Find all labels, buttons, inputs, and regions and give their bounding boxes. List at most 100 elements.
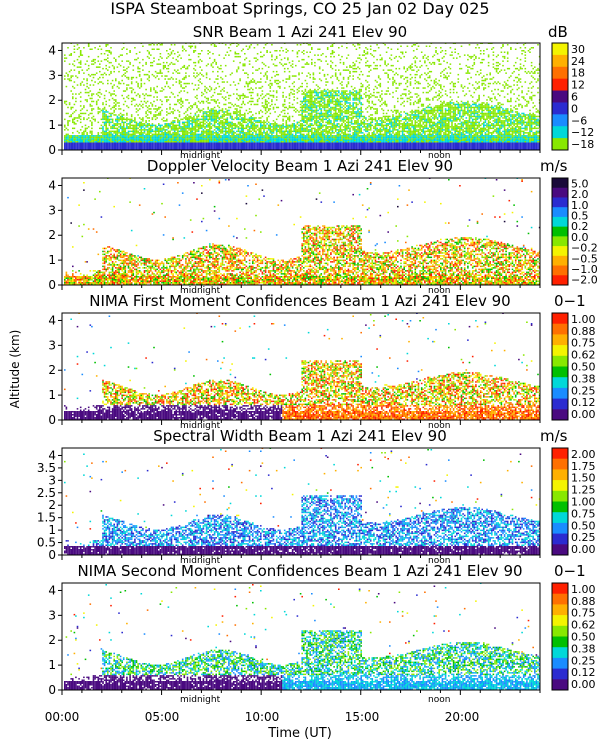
y-tick-label: 1	[48, 118, 56, 132]
colorbar-swatch	[552, 491, 568, 502]
colorbar-swatch	[552, 658, 568, 669]
colorbar-swatch	[552, 266, 568, 276]
colorbar-swatch	[552, 313, 568, 324]
noon-marker-label-3: noon	[428, 422, 450, 431]
y-tick-label: 3	[48, 473, 56, 487]
x-tick-label: 15:00	[332, 710, 392, 724]
x-tick-label: 20:00	[432, 710, 492, 724]
colorbar-swatch	[552, 138, 568, 150]
colorbar-swatch	[552, 523, 568, 534]
colorbar-swatch	[552, 334, 568, 345]
y-tick-label: 4	[48, 448, 56, 462]
y-tick-label: 0	[48, 278, 56, 292]
colorbar-swatch	[552, 469, 568, 480]
colorbar-swatch	[552, 399, 568, 410]
y-tick-label: 0	[48, 683, 56, 697]
x-tick-label: 00:00	[32, 710, 92, 724]
y-tick-label: 3	[48, 203, 56, 217]
colorbar-swatch	[552, 207, 568, 217]
heatmap-panel-0	[64, 43, 540, 151]
colorbar-swatch	[552, 679, 568, 690]
midnight-marker-label-4: midnight	[180, 557, 220, 566]
colorbar-tick-label: 0.00	[571, 543, 596, 556]
y-tick-label: 2	[48, 498, 56, 512]
heatmap-panel-3	[64, 448, 540, 556]
colorbar-swatch	[552, 102, 568, 114]
noon-marker-label-5: noon	[428, 696, 450, 705]
colorbar-swatch	[552, 637, 568, 648]
midnight-marker-label-1: midnight	[180, 152, 220, 161]
heatmap-panel-1	[64, 178, 540, 286]
colorbar-swatch	[552, 217, 568, 227]
y-tick-label: 0	[48, 143, 56, 157]
midnight-marker-label-2: midnight	[180, 287, 220, 296]
colorbar-swatch	[552, 604, 568, 615]
colorbar-swatch	[552, 43, 568, 55]
x-axis-label: Time (UT)	[0, 726, 600, 741]
colorbar-swatch	[552, 236, 568, 246]
colorbar-swatch	[552, 126, 568, 138]
x-tick-label: 10:00	[232, 710, 292, 724]
colorbar-swatch	[552, 367, 568, 378]
y-tick-label: 2	[48, 93, 56, 107]
colorbar-swatch	[552, 67, 568, 79]
y-tick-label: 3.5	[37, 461, 56, 475]
y-tick-label: 0	[48, 413, 56, 427]
x-tick-label: 05:00	[132, 710, 192, 724]
y-axis-label: Altitude (km)	[8, 324, 22, 414]
colorbar-swatch	[552, 188, 568, 198]
y-tick-label: 4	[48, 313, 56, 327]
colorbar-swatch	[552, 377, 568, 388]
colorbar-swatch	[552, 583, 568, 594]
y-tick-label: 4	[48, 583, 56, 597]
colorbar-swatch	[552, 594, 568, 605]
y-tick-label: 2	[48, 363, 56, 377]
colorbar-swatch	[552, 356, 568, 367]
colorbar-swatch	[552, 669, 568, 680]
midnight-marker-label-5: midnight	[180, 696, 220, 705]
colorbar-tick-label: −18	[571, 138, 594, 151]
colorbar-swatch	[552, 246, 568, 256]
noon-marker-label-4: noon	[428, 557, 450, 566]
y-tick-label: 1	[48, 253, 56, 267]
y-tick-label: 2	[48, 633, 56, 647]
colorbar-swatch	[552, 114, 568, 126]
y-tick-label: 3	[48, 338, 56, 352]
y-tick-label: 1	[48, 658, 56, 672]
y-tick-label: 4	[48, 178, 56, 192]
colorbar-swatch	[552, 409, 568, 420]
colorbar-swatch	[552, 324, 568, 335]
y-tick-label: 2.5	[37, 486, 56, 500]
colorbar-tick-label: −2.0	[571, 274, 598, 287]
colorbar-swatch	[552, 544, 568, 555]
noon-marker-label-1: noon	[428, 152, 450, 161]
colorbar-swatch	[552, 512, 568, 523]
y-tick-label: 3	[48, 608, 56, 622]
plot-frame-3	[62, 448, 540, 555]
colorbar-swatch	[552, 459, 568, 470]
y-tick-label: 0.5	[37, 536, 56, 550]
colorbar-swatch	[552, 91, 568, 103]
colorbar-swatch	[552, 227, 568, 237]
colorbar-swatch	[552, 345, 568, 356]
colorbar-swatch	[552, 448, 568, 459]
colorbar-swatch	[552, 647, 568, 658]
midnight-marker-label-3: midnight	[180, 422, 220, 431]
heatmap-panel-2	[64, 313, 540, 421]
y-tick-label: 4	[48, 43, 56, 57]
y-tick-label: 1	[48, 523, 56, 537]
y-tick-label: 0	[48, 548, 56, 562]
y-tick-label: 3	[48, 68, 56, 82]
colorbar-swatch	[552, 256, 568, 266]
colorbar-tick-label: 0.00	[571, 408, 596, 421]
colorbar-swatch	[552, 502, 568, 513]
colorbar-swatch	[552, 388, 568, 399]
colorbar-swatch	[552, 626, 568, 637]
colorbar-swatch	[552, 55, 568, 67]
noon-marker-label-2: noon	[428, 287, 450, 296]
colorbar-swatch	[552, 275, 568, 285]
heatmap-panel-4	[64, 583, 540, 691]
colorbar-swatch	[552, 197, 568, 207]
y-tick-label: 2	[48, 228, 56, 242]
